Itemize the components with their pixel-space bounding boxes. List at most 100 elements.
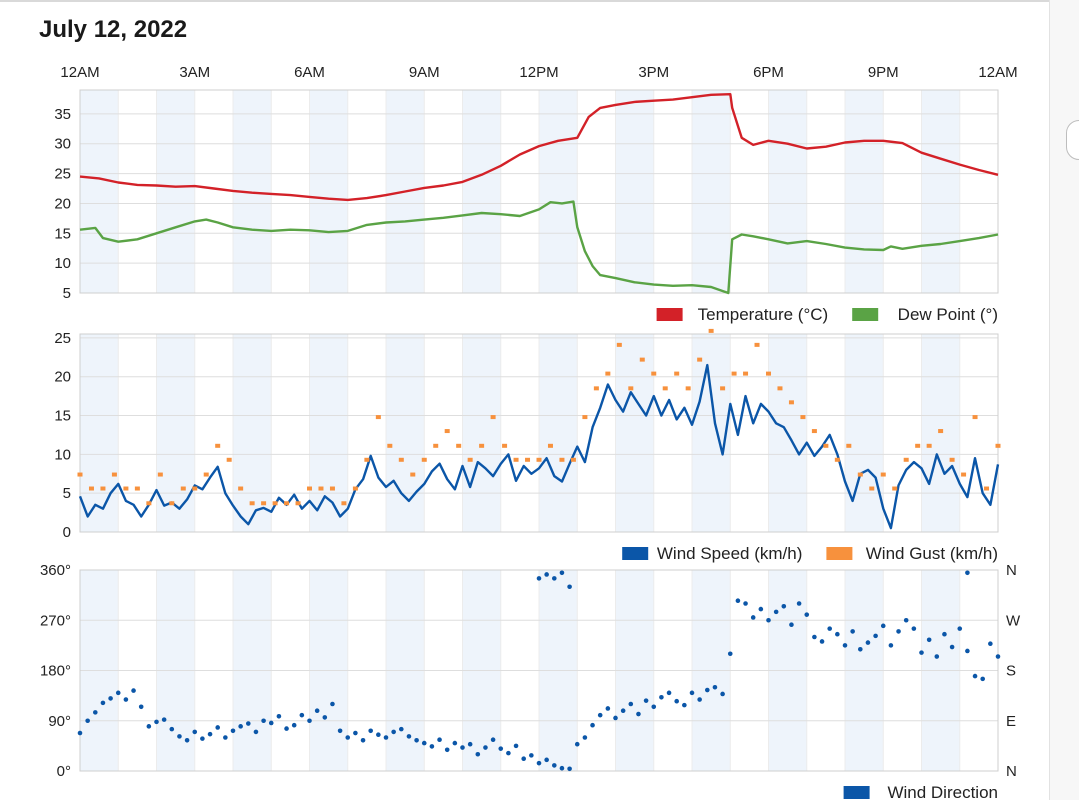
wind-gust-point <box>238 486 244 491</box>
wind-direction-point <box>597 712 603 718</box>
time-label: 9PM <box>868 64 899 81</box>
wind-direction-point <box>896 629 901 634</box>
wind-direction-point <box>835 631 840 637</box>
wind-direction-point <box>215 725 220 730</box>
wind-direction-point <box>314 708 320 713</box>
wind-gust-point <box>249 501 255 506</box>
wind-gust-point <box>834 457 840 462</box>
wind-gust-point <box>903 457 909 462</box>
wind-direction-point <box>544 757 549 763</box>
wind-direction-point <box>643 698 649 703</box>
wind-direction-point <box>146 724 152 729</box>
wind-direction-point <box>200 736 205 741</box>
y-tick-label: 15 <box>54 225 71 242</box>
wind-direction-point <box>475 751 481 757</box>
hour-band <box>768 90 807 293</box>
wind-gust-point <box>479 443 485 448</box>
wind-gust-point <box>559 457 565 462</box>
wind-gust-point <box>628 386 634 391</box>
wind-direction-point <box>735 598 741 604</box>
wind-direction-point <box>85 718 90 724</box>
wind-gust-point <box>410 472 416 477</box>
wind-direction-point <box>93 710 98 715</box>
y-tick-label: 10 <box>54 255 71 272</box>
legend-swatch <box>843 786 870 799</box>
wind-direction-point <box>880 623 886 629</box>
wind-direction-point <box>628 701 634 707</box>
wind-gust-point <box>766 371 771 376</box>
hour-band <box>615 334 654 532</box>
wind-gust-point <box>582 415 588 420</box>
wind-gust-point <box>307 486 312 491</box>
wind-direction-point <box>498 746 504 751</box>
wind-gust-point <box>880 472 886 477</box>
wind-gust-point <box>77 472 83 477</box>
hour-band <box>309 90 348 293</box>
wind-direction-point <box>460 745 465 750</box>
wind-direction-point <box>949 644 955 650</box>
wind-gust-point <box>616 342 622 347</box>
y-tick-label: 5 <box>63 285 71 302</box>
temperature-dewpoint-chart: 5 10 15 20 25 30 35 Dew Point (°) Temperature (°… <box>54 89 999 324</box>
wind-gust-point <box>938 429 944 434</box>
wind-direction-point <box>758 606 764 612</box>
top-divider <box>0 0 1049 2</box>
wind-direction-point <box>536 576 542 581</box>
wind-speed-gust-chart: 0 5 10 15 20 25 Wind Gust (km/h) Wind Speed (km… <box>54 328 1001 563</box>
wind-gust-point <box>318 486 324 491</box>
wind-direction-point <box>552 576 557 581</box>
wind-direction-point <box>276 713 282 719</box>
wind-gust-point <box>364 457 370 462</box>
wind-gust-point <box>525 457 531 462</box>
legend-swatch <box>852 308 879 321</box>
wind-direction-point <box>712 684 718 690</box>
wind-direction-point <box>192 729 198 735</box>
wind-gust-point <box>352 486 358 491</box>
wind-direction-point <box>337 728 343 734</box>
wind-direction-point <box>567 766 572 772</box>
y-tick-label: 360° <box>40 562 71 579</box>
wind-gust-point <box>570 457 576 462</box>
wind-gust-point <box>387 443 393 448</box>
wind-gust-point <box>639 357 645 362</box>
hour-band <box>462 334 501 532</box>
y-tick-label: 25 <box>54 166 71 183</box>
wind-gust-point <box>674 371 680 376</box>
hour-band <box>386 334 425 532</box>
wind-direction-point <box>360 737 366 743</box>
wind-gust-point <box>697 357 703 362</box>
legend-swatch <box>656 308 683 321</box>
wind-gust-point <box>662 386 668 391</box>
wind-gust-point <box>777 386 783 391</box>
time-label: 6AM <box>294 64 325 81</box>
wind-gust-point <box>961 472 967 477</box>
wind-direction-point <box>223 735 228 740</box>
wind-direction-point <box>77 730 83 736</box>
wind-gust-point <box>329 486 335 491</box>
wind-direction-point <box>605 706 611 711</box>
scroll-handle[interactable] <box>1066 120 1079 160</box>
wind-gust-point <box>800 415 806 420</box>
wind-direction-point <box>590 722 595 728</box>
y-tick-label: 20 <box>54 369 71 386</box>
hour-band <box>539 334 578 532</box>
hour-band <box>80 90 119 293</box>
wind-gust-point <box>157 472 163 477</box>
time-label: 12AM <box>978 64 1017 81</box>
wind-direction-point <box>796 601 802 606</box>
wind-direction-point <box>154 719 159 725</box>
wind-direction-point <box>636 711 641 717</box>
time-label: 12PM <box>519 64 558 81</box>
wind-direction-point <box>697 697 702 702</box>
wind-direction-point <box>965 648 970 654</box>
wind-direction-point <box>483 745 488 750</box>
wind-gust-point <box>261 501 267 506</box>
wind-gust-point <box>754 342 760 347</box>
hour-band <box>845 90 884 293</box>
wind-direction-point <box>781 603 787 609</box>
wind-direction-point <box>452 740 458 746</box>
wind-direction-point <box>804 612 810 617</box>
y-tick-label: 10 <box>54 446 71 463</box>
wind-gust-point <box>869 486 875 491</box>
wind-gust-point <box>341 501 347 506</box>
